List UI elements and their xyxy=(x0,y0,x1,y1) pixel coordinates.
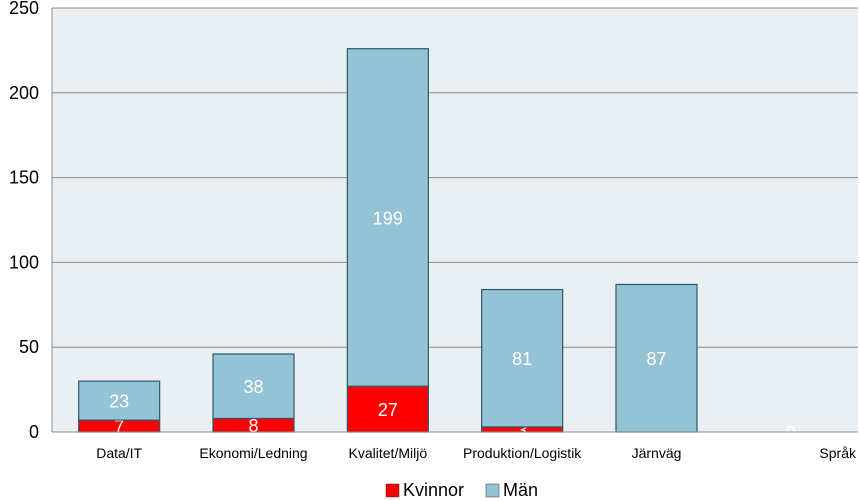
bar-segment-man xyxy=(78,380,161,421)
y-tick-label: 100 xyxy=(9,252,39,272)
data-label: 199 xyxy=(373,208,403,228)
y-tick-label: 150 xyxy=(9,168,39,188)
data-label: 3 xyxy=(517,420,527,440)
data-label: 0 xyxy=(786,423,796,443)
x-tick-label: Språk xyxy=(819,445,857,461)
plot-area xyxy=(52,8,858,432)
legend-label-kvinnor: Kvinnor xyxy=(403,480,464,500)
data-label: 0 xyxy=(786,423,796,443)
bar-segment-man xyxy=(212,353,295,420)
data-label: 81 xyxy=(512,349,532,369)
legend: Kvinnor Män xyxy=(385,480,538,500)
data-label: 0 xyxy=(651,423,661,443)
data-label: 38 xyxy=(243,377,263,397)
bar-segment-man xyxy=(346,48,429,387)
y-tick-label: 50 xyxy=(19,337,39,357)
x-tick-label: Produktion/Logistik xyxy=(463,445,582,461)
bar-segment-man xyxy=(481,288,564,428)
legend-swatch-kvinnor xyxy=(385,483,400,498)
y-tick-label: 0 xyxy=(29,422,39,442)
legend-swatch-man xyxy=(485,483,500,498)
x-tick-label: Ekonomi/Ledning xyxy=(199,445,307,461)
y-tick-label: 200 xyxy=(9,83,39,103)
data-label: 27 xyxy=(378,400,398,420)
data-label: 87 xyxy=(646,349,666,369)
legend-label-man: Män xyxy=(503,480,538,500)
x-axis: Data/IT Ekonomi/Ledning Kvalitet/Miljö Prod… xyxy=(51,8,858,461)
x-tick-label: Data/IT xyxy=(96,445,142,461)
y-tick-label: 250 xyxy=(9,0,39,18)
data-label: 23 xyxy=(109,392,129,412)
y-axis: 0 50 100 150 200 250 xyxy=(9,0,39,442)
x-tick-label: Kvalitet/Miljö xyxy=(349,445,428,461)
x-tick-label: Järnväg xyxy=(632,445,682,461)
gridlines xyxy=(52,7,858,348)
data-label: 7 xyxy=(114,417,124,437)
data-label: 8 xyxy=(248,416,258,436)
